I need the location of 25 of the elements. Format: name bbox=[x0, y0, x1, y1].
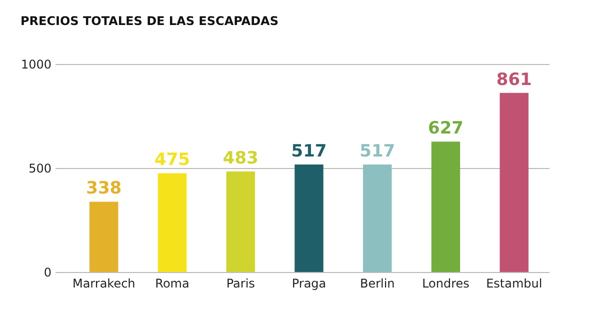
y-tick-label: 1000 bbox=[20, 58, 52, 72]
bar bbox=[431, 142, 460, 272]
data-label: 338 bbox=[86, 178, 122, 199]
x-tick-label: Marrakech bbox=[72, 276, 136, 290]
x-tick-label: Praga bbox=[292, 276, 326, 290]
x-tick-label: Londres bbox=[422, 276, 470, 290]
x-tick-label: Estambul bbox=[486, 276, 542, 290]
bar bbox=[294, 164, 324, 272]
bar bbox=[226, 172, 255, 272]
data-label: 517 bbox=[291, 141, 327, 162]
bar bbox=[500, 92, 528, 272]
data-label: 861 bbox=[496, 70, 532, 90]
y-tick-label: 500 bbox=[28, 162, 52, 176]
data-label: 475 bbox=[154, 150, 190, 170]
y-tick-label: 0 bbox=[44, 266, 52, 280]
x-tick-label: Roma bbox=[155, 276, 190, 290]
data-label: 517 bbox=[360, 141, 396, 162]
x-tick-label: Berlin bbox=[360, 276, 395, 290]
bar bbox=[90, 202, 118, 272]
chart-title: PRECIOS TOTALES DE LAS ESCAPADAS bbox=[20, 14, 278, 28]
bar bbox=[158, 173, 187, 272]
x-tick-label: Paris bbox=[226, 276, 255, 290]
bar bbox=[363, 164, 392, 272]
data-label: 483 bbox=[222, 148, 258, 169]
data-label: 627 bbox=[428, 118, 464, 139]
